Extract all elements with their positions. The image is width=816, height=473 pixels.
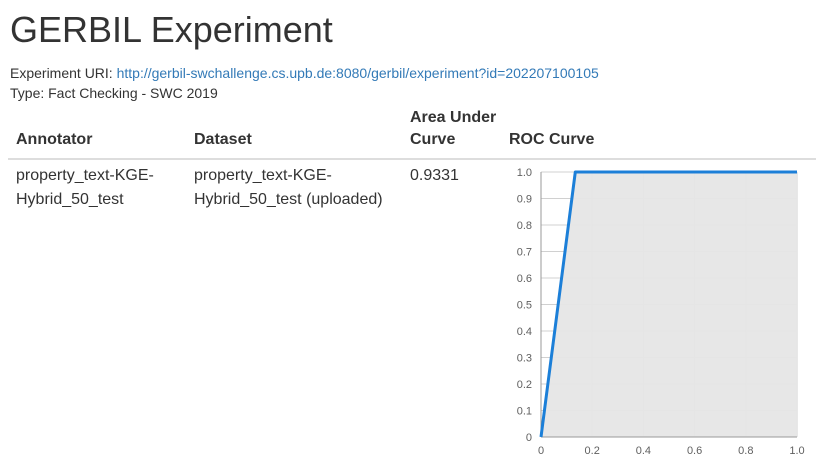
column-header-annotator: Annotator [16, 131, 93, 148]
y-tick-label: 1.0 [517, 167, 532, 179]
roc-line [539, 170, 797, 438]
cell-annotator: property_text-KGE- Hybrid_50_test [16, 164, 154, 212]
axes [540, 172, 797, 438]
y-tick-label: 0.7 [517, 247, 532, 259]
column-header-auc: Area Under Curve [410, 107, 496, 151]
y-tick-label: 0.5 [517, 300, 532, 312]
x-tick-label: 1.0 [789, 445, 804, 457]
experiment-uri-line: Experiment URI: http://gerbil-swchalleng… [10, 64, 599, 82]
cell-annotator-line1: property_text-KGE- [16, 167, 154, 184]
x-tick-label: 0.6 [687, 445, 702, 457]
y-tick-label: 0.8 [517, 220, 532, 232]
column-header-dataset: Dataset [194, 131, 252, 148]
x-tick-labels: 0 0.2 0.4 0.6 0.8 1.0 [538, 445, 805, 457]
cell-dataset-line2: Hybrid_50_test (uploaded) [194, 191, 383, 208]
x-tick-label: 0 [538, 445, 544, 457]
y-tick-label: 0.6 [517, 273, 532, 285]
experiment-type: Type: Fact Checking - SWC 2019 [10, 85, 218, 101]
roc-area [541, 172, 797, 437]
table-header-rule [8, 158, 816, 160]
y-tick-label: 0.1 [517, 406, 532, 418]
column-header-auc-line2: Curve [410, 131, 456, 148]
y-tick-label: 0.9 [517, 194, 532, 206]
x-tick-label: 0.2 [585, 445, 600, 457]
page-title: GERBIL Experiment [10, 9, 333, 50]
y-tick-label: 0 [526, 432, 532, 444]
y-tick-label: 0.2 [517, 379, 532, 391]
column-header-roc: ROC Curve [509, 131, 595, 148]
experiment-uri-label: Experiment URI: [10, 65, 113, 81]
column-header-auc-line1: Area Under [410, 109, 497, 126]
y-tick-labels: 0 0.1 0.2 0.3 0.4 0.5 0.6 0.7 0.8 0.9 1.0 [517, 167, 532, 444]
cell-auc: 0.9331 [410, 167, 459, 184]
roc-chart: 00.10.20.30.40.50.60.70.80.91.0 0 0.2 0.4 0… [517, 167, 805, 457]
x-tick-label: 0.4 [636, 445, 651, 457]
cell-dataset: property_text-KGE- Hybrid_50_test (uploa… [194, 164, 383, 212]
experiment-uri-link[interactable]: http://gerbil-swchallenge.cs.upb.de:8080… [116, 65, 599, 81]
cell-annotator-line2: Hybrid_50_test [16, 191, 124, 208]
cell-dataset-line1: property_text-KGE- [194, 167, 332, 184]
y-tick-label: 0.3 [517, 353, 532, 365]
y-tick-label: 0.4 [517, 326, 532, 338]
x-tick-label: 0.8 [738, 445, 753, 457]
